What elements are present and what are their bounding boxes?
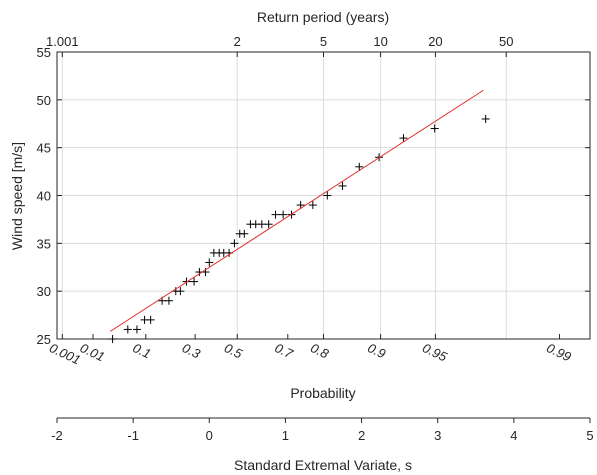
data-point xyxy=(257,220,266,229)
y-tick-label: 35 xyxy=(37,236,51,251)
x-axis-label: Standard Extremal Variate, s xyxy=(234,457,412,473)
fit-line xyxy=(110,89,484,332)
data-point xyxy=(132,325,141,334)
y-tick-label: 40 xyxy=(37,189,51,204)
y-tick-label: 25 xyxy=(37,332,51,347)
top-tick-label: 20 xyxy=(428,34,442,49)
data-point xyxy=(164,296,173,305)
data-point xyxy=(355,162,364,171)
probability-tick-label: 0.01 xyxy=(78,340,107,364)
probability-axis-label: Probability xyxy=(290,385,355,401)
x-tick-label: 0 xyxy=(206,428,213,443)
data-point xyxy=(323,191,332,200)
x-tick-label: 2 xyxy=(358,428,365,443)
probability-tick-label: 0.99 xyxy=(544,340,573,364)
top-tick-label: 10 xyxy=(373,34,387,49)
probability-tick-label: 0.8 xyxy=(308,340,331,362)
data-point xyxy=(205,258,214,267)
top-axis-label: Return period (years) xyxy=(257,9,389,25)
grid-lines xyxy=(57,51,590,340)
data-point xyxy=(123,325,132,334)
x-tick-label: 5 xyxy=(586,428,593,443)
data-series xyxy=(108,89,490,343)
x-tick-label: 3 xyxy=(434,428,441,443)
y-tick-label: 50 xyxy=(37,93,51,108)
probability-tick-label: 0.9 xyxy=(365,340,388,361)
data-point xyxy=(481,114,490,123)
data-point xyxy=(264,220,273,229)
probability-tick-label: 0.3 xyxy=(180,340,203,362)
data-point xyxy=(279,210,288,219)
top-tick-label: 50 xyxy=(499,34,513,49)
data-point xyxy=(338,181,347,190)
y-tick-label: 45 xyxy=(37,141,51,156)
x-tick-label: -2 xyxy=(51,428,63,443)
data-point xyxy=(430,124,439,133)
x-tick-label: -1 xyxy=(127,428,139,443)
top-tick-label: 2 xyxy=(234,34,241,49)
probability-tick-label: 0.5 xyxy=(222,340,245,362)
data-point xyxy=(240,229,249,238)
bottom-axis: -2 -1 0 1 2 3 4 5 xyxy=(51,417,594,443)
data-point xyxy=(230,239,239,248)
top-tick-label: 5 xyxy=(320,34,327,49)
probability-tick-label: 0.1 xyxy=(131,340,154,361)
data-point xyxy=(399,134,408,143)
data-point xyxy=(108,335,117,343)
data-point xyxy=(190,277,199,286)
probability-tick-label: 0.95 xyxy=(420,340,450,365)
data-point xyxy=(296,201,305,210)
top-axis-ticks: 1.001 2 5 10 20 50 xyxy=(46,34,513,57)
y-tick-label: 55 xyxy=(37,45,51,60)
data-point xyxy=(308,201,317,210)
data-point xyxy=(176,287,185,296)
y-tick-label: 30 xyxy=(37,284,51,299)
y-axis-label: Wind speed [m/s] xyxy=(9,142,25,250)
y-axis-ticks: 25 30 35 40 45 50 55 xyxy=(37,45,590,347)
data-point xyxy=(146,315,155,324)
probability-tick-label: 0.001 xyxy=(47,340,83,367)
x-tick-label: 4 xyxy=(510,428,517,443)
data-point xyxy=(271,210,280,219)
x-tick-label: 1 xyxy=(282,428,289,443)
top-tick-label: 1.001 xyxy=(46,34,79,49)
probability-tick-label: 0.7 xyxy=(273,340,296,362)
